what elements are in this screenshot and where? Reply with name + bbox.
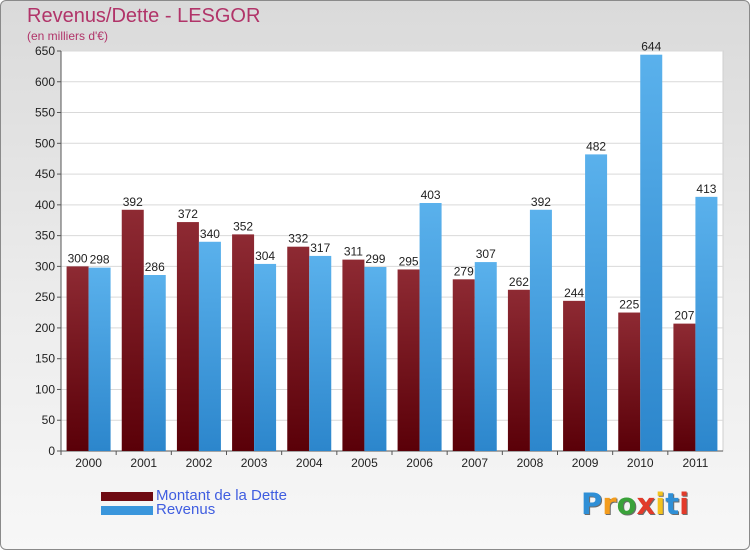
revenue-bar [254,263,277,451]
y-tick-label: 0 [48,444,55,458]
revenue-value-label: 317 [310,241,330,255]
chart-title: Revenus/Dette - LESGOR [27,5,261,27]
proxiti-logo: Proxiti [581,487,689,521]
revenue-value-label: 413 [696,182,716,196]
revenue-value-label: 298 [90,253,110,267]
x-tick-label: 2006 [406,456,433,470]
debt-bar [563,300,586,451]
y-tick-label: 200 [35,321,55,335]
logo-letter: o [616,487,637,521]
debt-value-label: 295 [399,254,419,268]
revenue-bar [585,154,608,451]
x-tick-label: 2007 [461,456,488,470]
revenue-bar [419,203,442,451]
x-tick-label: 2004 [296,456,323,470]
revenue-value-label: 482 [586,139,606,153]
debt-value-label: 279 [454,264,474,278]
revenue-bar [640,54,663,451]
debt-bar [121,209,144,451]
x-tick-label: 2003 [241,456,268,470]
revenue-value-label: 644 [641,40,661,54]
revenue-value-label: 392 [531,195,551,209]
x-tick-label: 2011 [683,456,709,470]
x-tick-label: 2010 [627,456,654,470]
revenue-bar [198,241,221,451]
legend-swatch-debt [101,492,153,501]
revenue-bar [529,209,552,451]
y-tick-label: 350 [35,229,55,243]
debt-value-label: 207 [674,309,694,323]
revenue-value-label: 340 [200,227,220,241]
y-tick-label: 300 [35,259,55,273]
x-tick-label: 2000 [75,456,102,470]
debt-value-label: 311 [344,245,363,259]
debt-value-label: 352 [233,219,253,233]
logo-letter: r [602,487,617,521]
debt-value-label: 300 [68,251,88,265]
debt-value-label: 244 [564,286,584,300]
debt-bar [452,279,475,451]
debt-value-label: 332 [288,232,308,246]
debt-value-label: 262 [509,275,529,289]
logo-letter: t [665,487,680,521]
debt-value-label: 225 [619,298,639,312]
debt-bar [507,289,530,451]
y-tick-label: 550 [35,106,55,120]
revenue-bar [474,262,497,451]
debt-bar [287,246,310,451]
legend-label-revenue: Revenus [156,501,216,518]
revenue-bar [88,267,111,451]
revenue-value-label: 403 [421,188,441,202]
debt-bar [176,222,199,451]
x-tick-label: 2002 [186,456,213,470]
revenue-value-label: 307 [476,247,496,261]
revenue-bar [364,267,387,451]
y-tick-label: 500 [35,136,55,150]
debt-bar [673,323,696,451]
y-tick-label: 450 [35,167,55,181]
legend-swatch-revenue [101,506,153,515]
debt-bar [66,266,89,451]
chart-subtitle: (en milliers d'€) [27,29,108,43]
y-tick-label: 650 [35,44,55,58]
debt-bar [618,312,641,451]
revenue-value-label: 299 [365,252,385,266]
debt-value-label: 392 [123,195,143,209]
revenue-bar [143,275,166,451]
revenue-bar [309,255,332,451]
y-tick-label: 400 [35,198,55,212]
y-tick-label: 600 [35,75,55,89]
logo-letter: x [636,487,656,521]
y-tick-label: 100 [35,382,55,396]
x-tick-label: 2009 [572,456,599,470]
x-tick-label: 2005 [351,456,378,470]
plot-area [60,50,724,452]
y-tick-label: 50 [42,413,56,427]
debt-bar [342,259,365,451]
y-tick-label: 250 [35,290,55,304]
logo-letter: i [655,487,666,521]
legend-label-debt: Montant de la Dette [156,487,287,504]
logo-letter: i [679,487,690,521]
x-tick-label: 2001 [130,456,157,470]
y-tick-label: 150 [35,352,55,366]
debt-value-label: 372 [178,207,198,221]
revenue-value-label: 304 [255,249,275,263]
logo-letter: P [581,487,603,521]
revenue-bar [695,196,718,451]
debt-bar [232,234,255,451]
debt-bar [397,269,420,451]
revenue-value-label: 286 [145,260,165,274]
x-tick-label: 2008 [517,456,544,470]
